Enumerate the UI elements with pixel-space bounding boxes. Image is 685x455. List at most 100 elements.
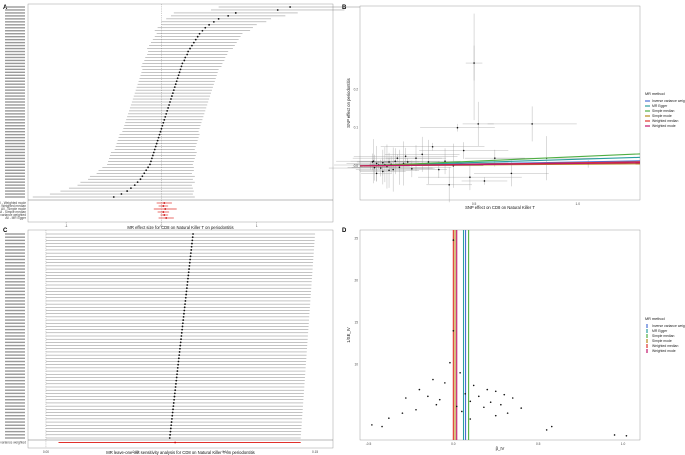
snp-label xyxy=(5,95,25,97)
method-label: All - MR Egger xyxy=(5,216,27,220)
loo-point xyxy=(173,395,176,398)
snp-label xyxy=(5,145,25,148)
data-point xyxy=(379,167,382,169)
loo-point xyxy=(168,437,171,439)
snp-label xyxy=(5,196,25,198)
y-axis-title: SNP effect on periodontitis xyxy=(346,78,351,127)
loo-label xyxy=(5,290,25,293)
loo-point xyxy=(189,258,192,261)
method-label: All - Inverse variance weighted xyxy=(0,213,26,217)
legend-entry: Weighted median xyxy=(652,119,678,123)
panel-b-scatter-plot: 0.5 1.0 0.0 0.1 0.2 SNP effect on CD8 on Natu… xyxy=(328,5,685,210)
snp-point xyxy=(169,101,171,103)
panel-d-frame xyxy=(359,229,641,441)
snp-label xyxy=(5,148,25,151)
panel-letter-a: A xyxy=(3,5,8,11)
loo-point xyxy=(174,386,177,388)
snp-label xyxy=(5,119,25,121)
loo-point xyxy=(174,389,177,392)
loo-point xyxy=(190,245,193,248)
loo-point xyxy=(178,351,181,353)
snp-label xyxy=(5,113,25,115)
loo-point xyxy=(184,296,187,299)
loo-point xyxy=(180,335,183,337)
snp-label xyxy=(5,187,25,189)
snp-point xyxy=(171,95,173,97)
snp-point xyxy=(162,121,165,124)
loo-label xyxy=(5,277,25,280)
data-point xyxy=(382,161,384,164)
data-point xyxy=(545,429,548,431)
loo-label xyxy=(5,284,25,286)
data-point xyxy=(510,172,513,175)
data-point xyxy=(405,397,407,399)
data-point xyxy=(520,407,523,409)
snp-point xyxy=(198,32,201,35)
loo-point xyxy=(169,430,172,433)
snp-label xyxy=(5,59,25,62)
snp-label xyxy=(5,139,25,142)
snp-label xyxy=(5,65,25,68)
data-point xyxy=(415,408,417,411)
loo-label xyxy=(5,338,25,340)
loo-label xyxy=(5,335,25,337)
loo-point xyxy=(179,341,182,344)
data-point xyxy=(427,395,429,398)
data-point xyxy=(375,172,378,175)
loo-label xyxy=(5,265,25,267)
loo-point xyxy=(188,268,190,270)
snp-label xyxy=(5,86,25,88)
snp-label xyxy=(5,142,25,145)
snp-label xyxy=(5,47,25,50)
data-point xyxy=(455,405,458,408)
snp-point xyxy=(171,92,174,94)
snp-point xyxy=(143,172,146,175)
snp-point xyxy=(154,145,157,148)
snp-point xyxy=(165,112,168,115)
legend-title: MR method xyxy=(645,92,665,96)
panel-letter-d: D xyxy=(342,228,347,234)
data-point xyxy=(396,157,399,159)
x-tick-label: -1 xyxy=(65,224,68,228)
snp-label xyxy=(5,163,25,166)
data-point xyxy=(404,155,407,158)
snp-point xyxy=(181,62,184,65)
x-axis-title: MR leave-one-out sensitivity analysis fo… xyxy=(106,450,255,455)
snp-label xyxy=(5,151,25,154)
loo-label xyxy=(5,370,25,372)
loo-label xyxy=(5,252,25,254)
data-point xyxy=(392,168,394,171)
legend-entry: Weighted median xyxy=(652,344,678,348)
loo-point xyxy=(183,309,186,312)
legend-entry: Simple median xyxy=(652,334,675,338)
snp-label xyxy=(5,136,25,139)
snp-label xyxy=(5,33,25,35)
loo-point xyxy=(179,344,182,347)
snp-label xyxy=(5,125,25,127)
y-tick-label: 10 xyxy=(354,362,358,366)
data-point xyxy=(373,166,376,169)
snp-point xyxy=(227,15,230,17)
data-point xyxy=(421,153,424,156)
x-tick-label: 0.10 xyxy=(222,450,228,454)
loo-label xyxy=(5,341,25,344)
loo-label xyxy=(5,379,25,382)
loo-point xyxy=(185,287,188,290)
snp-label xyxy=(5,181,25,183)
snp-label xyxy=(5,21,25,23)
loo-label xyxy=(5,268,25,270)
snp-point xyxy=(136,181,139,184)
snp-label xyxy=(5,35,25,38)
snp-label xyxy=(5,9,25,11)
loo-point xyxy=(188,261,191,264)
loo-point xyxy=(172,405,175,408)
snp-label xyxy=(5,116,25,118)
loo-point xyxy=(171,417,173,420)
panel-a-frame xyxy=(27,3,334,223)
method-point xyxy=(163,214,166,216)
snp-point xyxy=(157,136,160,139)
x-tick-label: 1.0 xyxy=(621,442,626,446)
snp-label xyxy=(5,169,25,171)
snp-label xyxy=(5,56,25,59)
x-axis-title: SNP effect on CD8 on Natural Killer T xyxy=(465,205,535,210)
